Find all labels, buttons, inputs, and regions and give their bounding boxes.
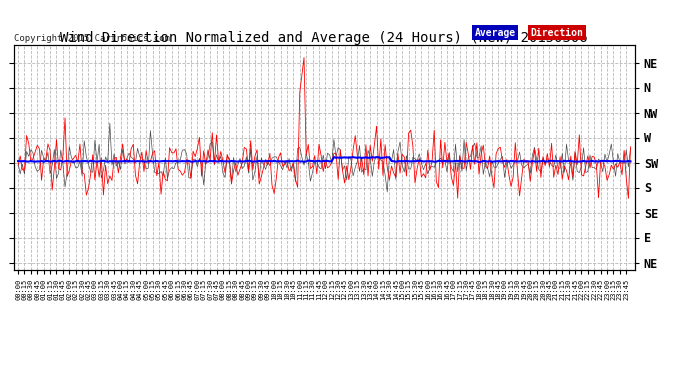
Text: Average: Average — [475, 28, 515, 38]
Text: Direction: Direction — [531, 28, 584, 38]
Title: Wind Direction Normalized and Average (24 Hours) (New) 20150306: Wind Direction Normalized and Average (2… — [61, 31, 588, 45]
Text: Copyright 2015 Cartronics.com: Copyright 2015 Cartronics.com — [14, 34, 170, 43]
